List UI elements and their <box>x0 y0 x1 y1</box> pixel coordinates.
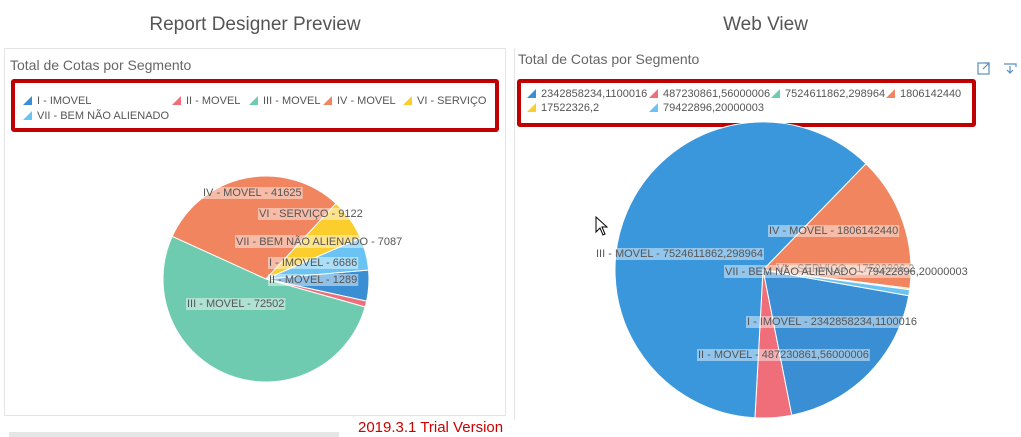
slice-label-text: IV - MOVEL - 41625 <box>203 187 302 199</box>
slice-label-background <box>202 187 303 199</box>
slice-label-background <box>746 316 919 328</box>
legend-swatch <box>403 96 412 105</box>
slice-data-label: I - IMOVEL - 6686 <box>268 257 359 269</box>
slice-label-text: I - IMOVEL - 6686 <box>269 257 357 269</box>
legend-swatch <box>23 96 32 105</box>
legend-item[interactable]: 1806142440 <box>886 88 961 101</box>
pointer-cursor-icon <box>595 215 609 241</box>
legend-label: I - IMOVEL <box>37 95 92 107</box>
legend-label: 7524611862,298964 <box>785 88 886 100</box>
legend-swatch <box>249 96 258 105</box>
legend-label: II - MOVEL <box>186 95 241 107</box>
slice-label-background <box>235 235 404 248</box>
slice-label-background <box>697 349 870 361</box>
legend-label: IV - MOVEL <box>337 95 396 107</box>
pie-slice[interactable] <box>171 175 337 280</box>
slice-data-label: VI - SERVIÇO - 9122 <box>258 208 364 220</box>
legend-swatch <box>771 89 780 98</box>
report-designer-preview-panel: Total de Cotas por Segmento I - IMOVEL II… <box>4 48 506 437</box>
legend-item[interactable]: VI - SERVIÇO <box>403 95 486 108</box>
legend-label: 79422896,20000003 <box>663 102 764 114</box>
right-heading: Web View <box>723 14 808 35</box>
legend-swatch <box>886 89 895 98</box>
chart-title: Total de Cotas por Segmento <box>518 51 700 67</box>
slice-label-text: IV - MOVEL - 1806142440 <box>769 225 898 237</box>
left-heading: Report Designer Preview <box>149 14 361 35</box>
legend-swatch <box>23 111 32 120</box>
slice-data-label: I - IMOVEL - 2342858234,1100016 <box>746 316 919 328</box>
slice-label-text: III - MOVEL - 7524611862,298964 <box>596 248 763 260</box>
trial-version-text: 2019.3.1 Trial Version <box>358 419 504 436</box>
horizontal-scrollbar[interactable] <box>9 432 339 437</box>
legend-label: 1806142440 <box>900 88 962 100</box>
slice-label-text: III - MOVEL - 72502 <box>187 298 284 310</box>
legend-swatch <box>323 96 332 105</box>
legend-item[interactable]: II - MOVEL <box>172 95 240 108</box>
pie-chart: I - IMOVEL - 2342858234,1100016 II - MOVE… <box>595 121 969 419</box>
slice-label-background <box>258 208 364 220</box>
slice-data-label: II - MOVEL - 1289 <box>268 274 359 286</box>
slice-data-label: VII - BEM NÃO ALIENADO - 7087 <box>235 235 404 248</box>
legend-item[interactable]: 2342858234,1100016 <box>527 88 647 101</box>
legend-swatch <box>172 96 181 105</box>
pie-chart: I - IMOVEL - 6686 II - MOVEL - 1289 III - … <box>162 175 404 383</box>
pie-slice[interactable] <box>762 269 911 297</box>
slice-label-background <box>768 225 900 237</box>
slice-label-background <box>268 274 359 286</box>
slice-label-text: VI - SERVIÇO - 17522326,2 <box>777 263 914 275</box>
legend-item[interactable]: 79422896,20000003 <box>649 102 764 115</box>
slice-data-label: III - MOVEL - 72502 <box>186 298 286 310</box>
slice-data-label: II - MOVEL - 487230861,56000006 <box>697 349 870 361</box>
legend-label: III - MOVEL <box>263 95 321 107</box>
pie-slice[interactable] <box>265 237 370 280</box>
legend-item[interactable]: III - MOVEL <box>249 95 320 108</box>
slice-label-background <box>776 263 916 275</box>
pie-slice[interactable] <box>614 121 867 419</box>
slice-label-background <box>268 257 359 269</box>
slice-data-label: IV - MOVEL - 1806142440 <box>768 225 900 237</box>
slice-label-text: VII - BEM NÃO ALIENADO - 79422896,200000… <box>725 265 968 278</box>
pie-slice[interactable] <box>162 235 366 383</box>
chart-legend: I - IMOVEL II - MOVEL III - MOVEL IV - MOVE… <box>11 79 499 132</box>
expand-icon[interactable] <box>977 61 991 75</box>
slice-data-label: VII - BEM NÃO ALIENADO - 79422896,200000… <box>724 265 969 278</box>
slice-label-text: VII - BEM NÃO ALIENADO - 7087 <box>236 235 402 248</box>
slice-data-label: VI - SERVIÇO - 17522326,2 <box>776 263 916 275</box>
slice-label-background <box>724 265 969 278</box>
slice-label-text: I - IMOVEL - 2342858234,1100016 <box>747 316 917 328</box>
legend-item[interactable]: 7524611862,298964 <box>771 88 885 101</box>
slice-label-text: VI - SERVIÇO - 9122 <box>259 208 363 220</box>
legend-item[interactable]: I - IMOVEL <box>23 95 91 108</box>
legend-label: 17522326,2 <box>541 102 600 114</box>
legend-swatch <box>649 103 658 112</box>
legend-item[interactable]: IV - MOVEL <box>323 95 396 108</box>
slice-label-text: II - MOVEL - 1289 <box>269 274 357 286</box>
legend-label: VII - BEM NÃO ALIENADO <box>37 110 170 122</box>
legend-swatch <box>527 89 536 98</box>
legend-item[interactable]: VII - BEM NÃO ALIENADO <box>23 110 169 123</box>
legend-label: 2342858234,1100016 <box>541 88 648 100</box>
export-icon[interactable] <box>1003 61 1017 75</box>
legend-item[interactable]: 487230861,56000006 <box>649 88 770 101</box>
chart-title: Total de Cotas por Segmento <box>10 57 192 73</box>
legend-label: 487230861,56000006 <box>663 88 771 100</box>
legend-label: VI - SERVIÇO <box>417 95 487 107</box>
slice-label-background <box>186 298 286 310</box>
legend-item[interactable]: 17522326,2 <box>527 102 599 115</box>
slice-label-background <box>595 248 764 260</box>
legend-swatch <box>649 89 658 98</box>
web-view-panel: Total de Cotas por Segmento 2342858234,1… <box>514 48 1020 420</box>
pie-slice[interactable] <box>762 269 910 416</box>
pie-slice[interactable] <box>761 163 912 289</box>
legend-swatch <box>527 103 536 112</box>
slice-label-text: II - MOVEL - 487230861,56000006 <box>698 349 869 361</box>
slice-data-label: IV - MOVEL - 41625 <box>202 187 303 199</box>
slice-data-label: III - MOVEL - 7524611862,298964 <box>595 248 764 260</box>
